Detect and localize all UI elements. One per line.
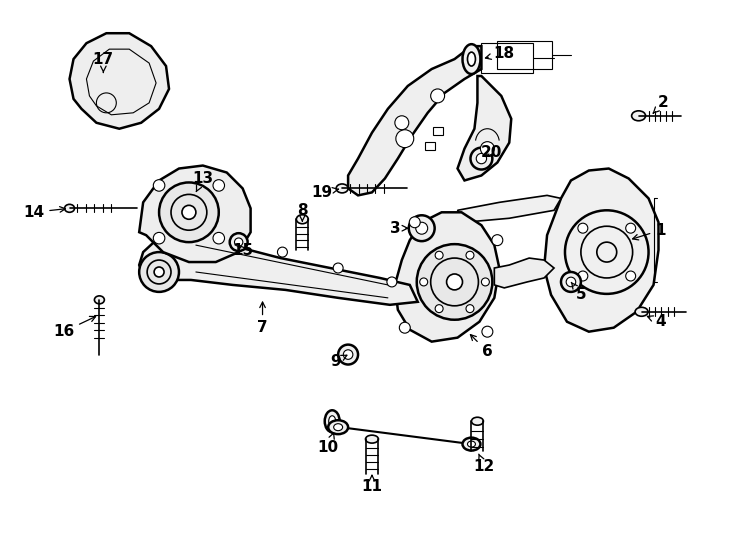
Polygon shape	[544, 168, 658, 332]
Ellipse shape	[95, 296, 104, 304]
Text: 19: 19	[312, 185, 338, 200]
Circle shape	[415, 222, 428, 234]
Circle shape	[435, 251, 443, 259]
Circle shape	[466, 305, 474, 313]
Text: 1: 1	[633, 222, 666, 240]
Text: 20: 20	[481, 145, 502, 160]
Text: 15: 15	[232, 242, 253, 258]
Circle shape	[565, 210, 649, 294]
Text: 2: 2	[653, 96, 669, 113]
Text: 8: 8	[297, 203, 308, 221]
Text: 11: 11	[361, 475, 382, 495]
Circle shape	[561, 272, 581, 292]
Ellipse shape	[328, 420, 348, 434]
Text: 14: 14	[23, 205, 65, 220]
Circle shape	[395, 116, 409, 130]
Bar	[498, 41, 552, 69]
Text: 12: 12	[473, 454, 495, 475]
Circle shape	[470, 147, 493, 170]
Circle shape	[492, 235, 503, 246]
Text: 16: 16	[53, 316, 95, 339]
Bar	[425, 141, 435, 150]
Circle shape	[409, 215, 435, 241]
Circle shape	[153, 180, 165, 191]
Circle shape	[396, 130, 414, 147]
Ellipse shape	[462, 437, 481, 450]
Circle shape	[482, 326, 493, 337]
Circle shape	[481, 141, 494, 156]
Polygon shape	[457, 195, 561, 222]
Circle shape	[139, 252, 179, 292]
Circle shape	[625, 223, 636, 233]
Circle shape	[387, 277, 397, 287]
Text: 10: 10	[318, 433, 339, 455]
Text: 5: 5	[571, 282, 586, 302]
Ellipse shape	[336, 184, 348, 193]
Circle shape	[431, 89, 445, 103]
Polygon shape	[139, 235, 418, 305]
Ellipse shape	[471, 417, 484, 425]
Text: 17: 17	[92, 52, 114, 72]
Circle shape	[578, 271, 588, 281]
Circle shape	[482, 278, 490, 286]
Text: 7: 7	[257, 302, 268, 335]
Circle shape	[578, 223, 588, 233]
Polygon shape	[139, 166, 250, 262]
Circle shape	[625, 271, 636, 281]
Text: 18: 18	[485, 45, 515, 60]
Text: 4: 4	[647, 314, 666, 329]
Circle shape	[234, 238, 243, 246]
Circle shape	[435, 305, 443, 313]
Circle shape	[476, 153, 487, 164]
Text: 9: 9	[330, 354, 347, 369]
Polygon shape	[494, 258, 554, 288]
Circle shape	[159, 183, 219, 242]
Ellipse shape	[65, 204, 75, 212]
Circle shape	[566, 277, 575, 287]
Circle shape	[171, 194, 207, 230]
Circle shape	[147, 260, 171, 284]
Circle shape	[338, 345, 358, 364]
Ellipse shape	[334, 424, 343, 431]
Text: 13: 13	[192, 171, 214, 192]
Circle shape	[154, 267, 164, 277]
Ellipse shape	[462, 44, 481, 74]
Ellipse shape	[366, 435, 379, 443]
Circle shape	[153, 232, 165, 244]
Ellipse shape	[329, 416, 335, 427]
Circle shape	[410, 217, 421, 228]
Ellipse shape	[632, 111, 646, 121]
Ellipse shape	[297, 215, 308, 224]
Circle shape	[466, 251, 474, 259]
Circle shape	[213, 180, 225, 191]
Circle shape	[333, 263, 343, 273]
Bar	[432, 127, 443, 134]
Polygon shape	[395, 212, 499, 342]
Circle shape	[446, 274, 462, 290]
Polygon shape	[70, 33, 169, 129]
Circle shape	[182, 205, 196, 219]
Ellipse shape	[635, 307, 648, 316]
Ellipse shape	[324, 410, 340, 432]
Circle shape	[417, 244, 493, 320]
Text: 6: 6	[470, 335, 493, 359]
Text: 3: 3	[390, 221, 407, 236]
Polygon shape	[457, 76, 512, 180]
Circle shape	[213, 232, 225, 244]
Polygon shape	[348, 46, 482, 195]
Circle shape	[277, 247, 288, 257]
Ellipse shape	[468, 441, 476, 447]
Circle shape	[230, 233, 247, 251]
Circle shape	[399, 322, 410, 333]
Circle shape	[344, 350, 353, 359]
Circle shape	[431, 258, 479, 306]
Circle shape	[420, 278, 428, 286]
Ellipse shape	[468, 52, 476, 66]
Bar	[482, 43, 533, 73]
